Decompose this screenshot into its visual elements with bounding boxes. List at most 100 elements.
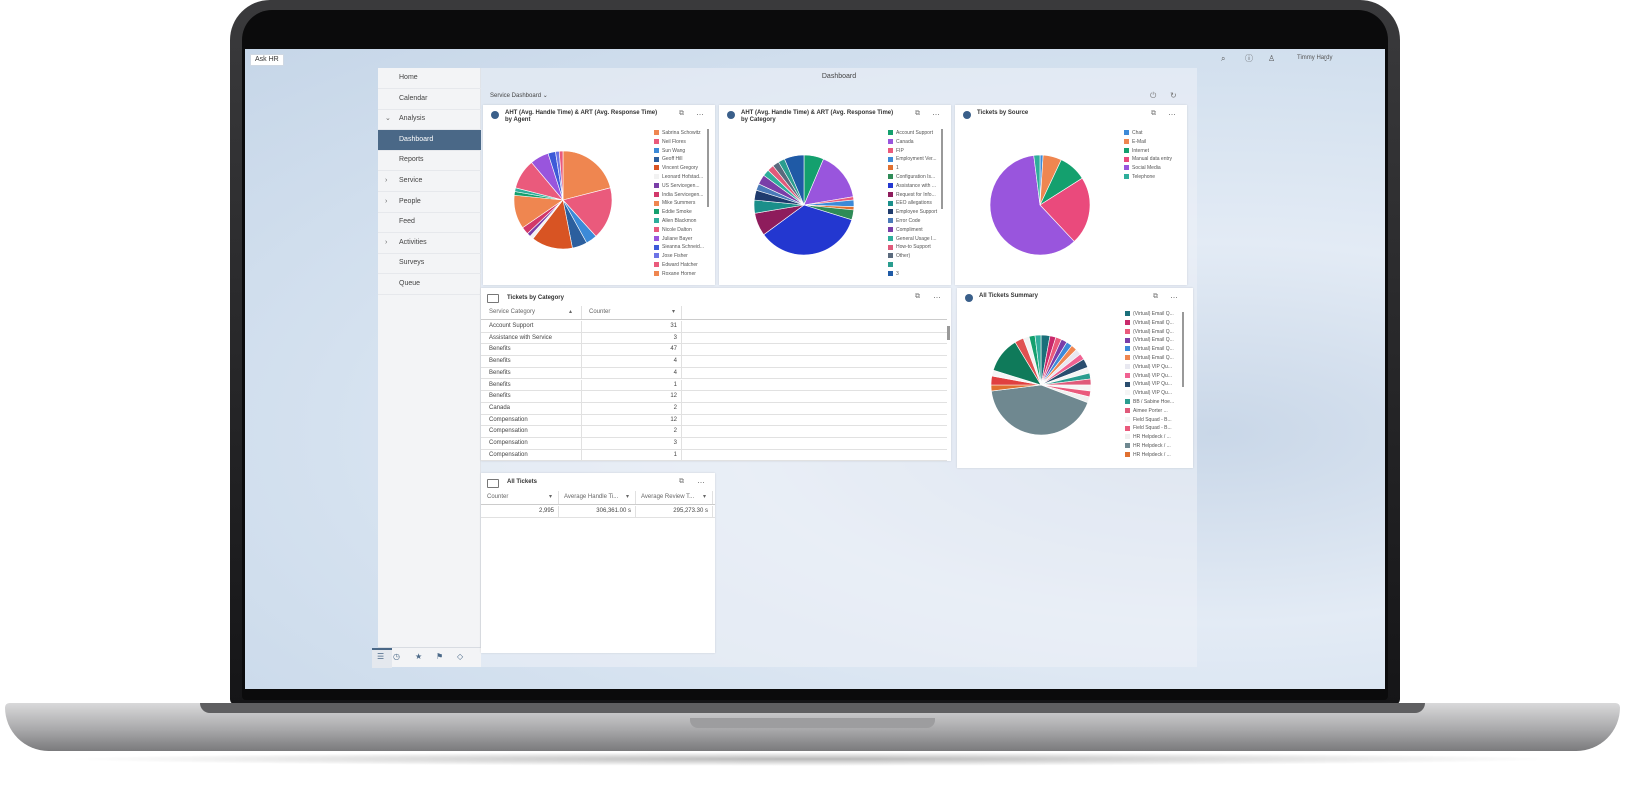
table-row[interactable]: Canada 2 bbox=[481, 402, 947, 415]
user-icon[interactable]: ♙ bbox=[1268, 54, 1276, 63]
legend-item[interactable]: Configuration Is... bbox=[888, 173, 941, 182]
legend-item[interactable]: India Servicegen... bbox=[654, 191, 707, 200]
legend-item[interactable]: Request for Info... bbox=[888, 191, 941, 200]
table-row[interactable]: Benefits 1 bbox=[481, 379, 947, 392]
app-title[interactable]: Ask HR bbox=[250, 54, 284, 66]
legend-item[interactable]: E-Mail bbox=[1124, 138, 1184, 147]
table-row[interactable]: Benefits 4 bbox=[481, 367, 947, 380]
chevron-down-icon[interactable]: ⌄ bbox=[1323, 57, 1329, 63]
chevron-down-icon[interactable]: ▾ bbox=[549, 494, 553, 500]
legend-item[interactable]: HR Helpdeck / ... bbox=[1125, 442, 1181, 451]
more-icon[interactable]: … bbox=[933, 291, 942, 300]
legend-item[interactable]: Aimee Porter ... bbox=[1125, 407, 1181, 416]
sidebar-item-dashboard[interactable]: Dashboard bbox=[378, 129, 481, 151]
pie-slice[interactable] bbox=[784, 154, 805, 206]
legend-item[interactable]: US Servicegen... bbox=[654, 182, 707, 191]
tag-icon[interactable]: ◇ bbox=[457, 652, 464, 661]
legend-item[interactable]: 1 bbox=[888, 164, 941, 173]
legend-item[interactable]: FIP bbox=[888, 147, 941, 156]
column-header-service-category[interactable]: Service Category bbox=[489, 309, 536, 315]
pie-slice[interactable] bbox=[562, 150, 611, 201]
help-icon[interactable]: ⓘ bbox=[1245, 54, 1253, 63]
legend-item[interactable]: Other) bbox=[888, 252, 941, 261]
scrollbar[interactable] bbox=[947, 326, 950, 340]
legend-item[interactable]: Mike Summers bbox=[654, 199, 707, 208]
expand-icon[interactable]: ⧉ bbox=[1153, 293, 1158, 300]
legend-item[interactable]: (Virtual) Email Q... bbox=[1125, 345, 1181, 354]
pie-slice[interactable] bbox=[562, 187, 613, 237]
legend-item[interactable]: Sieanna Schneid... bbox=[654, 243, 707, 252]
pie-slice[interactable] bbox=[558, 150, 564, 201]
table-row[interactable]: Benefits 12 bbox=[481, 391, 947, 403]
sidebar-item-feed[interactable]: Feed bbox=[378, 212, 481, 234]
legend-item[interactable]: Eddie Smoke bbox=[654, 208, 707, 217]
sidebar-item-home[interactable]: Home bbox=[378, 68, 481, 89]
legend-item[interactable]: Employment Ver... bbox=[888, 155, 941, 164]
pie-slice[interactable] bbox=[763, 204, 853, 256]
expand-icon[interactable]: ⧉ bbox=[679, 110, 684, 117]
legend-item[interactable]: Nicole Dalton bbox=[654, 226, 707, 235]
scrollbar[interactable] bbox=[941, 129, 943, 209]
legend-item[interactable]: (Virtual) VIP Qu... bbox=[1125, 363, 1181, 372]
legend-item[interactable]: Compliment bbox=[888, 226, 941, 235]
table-row[interactable]: 2,995 306,361.00 s 295,273.30 s bbox=[481, 506, 715, 518]
legend-item[interactable]: Manual data entry bbox=[1124, 155, 1184, 164]
clock-icon[interactable]: ◷ bbox=[393, 652, 400, 661]
legend-item[interactable]: Field Squad - B... bbox=[1125, 424, 1181, 433]
legend-item[interactable]: (Virtual) Email Q... bbox=[1125, 310, 1181, 319]
scrollbar[interactable] bbox=[707, 129, 709, 207]
chevron-down-icon[interactable]: ▾ bbox=[626, 494, 630, 500]
legend-item[interactable]: Leonard Hofstad... bbox=[654, 173, 707, 182]
pie-slice[interactable] bbox=[803, 158, 854, 206]
pie-slice[interactable] bbox=[991, 384, 1089, 436]
legend-item[interactable]: Field Squad - B... bbox=[1125, 416, 1181, 425]
chevron-down-icon[interactable]: ▾ bbox=[703, 494, 707, 500]
sidebar-item-queue[interactable]: Queue bbox=[378, 274, 481, 295]
legend-item[interactable]: Internet bbox=[1124, 147, 1184, 156]
column-header[interactable]: Counter bbox=[487, 494, 509, 500]
expand-icon[interactable]: ⧉ bbox=[679, 478, 684, 485]
table-row[interactable]: Account Support 31 bbox=[481, 321, 947, 333]
legend-item[interactable]: Account Support bbox=[888, 129, 941, 138]
legend-item[interactable]: Juliane Bayer bbox=[654, 235, 707, 244]
user-name[interactable]: Timmy Hardy bbox=[1297, 55, 1333, 61]
sidebar-item-activities[interactable]: › Activities bbox=[378, 233, 481, 254]
legend-item[interactable]: Geoff Hill bbox=[654, 155, 707, 164]
power-icon[interactable]: ⏻ bbox=[1150, 91, 1157, 100]
column-header[interactable]: Average Review T... bbox=[641, 494, 695, 500]
list-icon[interactable]: ☰ bbox=[377, 652, 385, 661]
table-row[interactable]: Benefits 47 bbox=[481, 344, 947, 357]
expand-icon[interactable]: ⧉ bbox=[915, 293, 920, 300]
legend-item[interactable]: Neil Flores bbox=[654, 138, 707, 147]
legend-item[interactable]: Edward Hatcher bbox=[654, 261, 707, 270]
sidebar-item-service[interactable]: › Service bbox=[378, 171, 481, 192]
sidebar-item-people[interactable]: › People bbox=[378, 192, 481, 213]
more-icon[interactable]: … bbox=[1168, 108, 1177, 117]
sidebar-item-calendar[interactable]: Calendar bbox=[378, 89, 481, 110]
legend-item[interactable]: How-to Support bbox=[888, 243, 941, 252]
legend-item[interactable]: Sabrina Schowitz bbox=[654, 129, 707, 138]
legend-item[interactable]: EEO allegations bbox=[888, 199, 941, 208]
legend-item[interactable]: (Virtual) Email Q... bbox=[1125, 319, 1181, 328]
pie-slice[interactable] bbox=[1034, 334, 1042, 386]
legend-item[interactable]: Jose Fisher bbox=[654, 252, 707, 261]
legend-item[interactable]: Chat bbox=[1124, 129, 1184, 138]
star-icon[interactable]: ★ bbox=[415, 652, 423, 661]
table-row[interactable]: Assistance with Service 3 bbox=[481, 332, 947, 345]
legend-item[interactable]: (Virtual) Email Q... bbox=[1125, 336, 1181, 345]
more-icon[interactable]: … bbox=[932, 108, 941, 117]
sidebar-item-surveys[interactable]: Surveys bbox=[378, 253, 481, 275]
more-icon[interactable]: … bbox=[696, 108, 705, 117]
scrollbar[interactable] bbox=[1182, 312, 1184, 387]
search-icon[interactable]: ⌕ bbox=[1221, 54, 1226, 63]
legend-item[interactable]: HR Helpdeck / ... bbox=[1125, 433, 1181, 442]
legend-item[interactable]: General Usage I... bbox=[888, 235, 941, 244]
pie-slice[interactable] bbox=[1033, 154, 1041, 206]
legend-item[interactable] bbox=[888, 261, 941, 270]
legend-item[interactable]: (Virtual) Email Q... bbox=[1125, 354, 1181, 363]
expand-icon[interactable]: ⧉ bbox=[1151, 110, 1156, 117]
sidebar-item-reports[interactable]: Reports bbox=[378, 150, 481, 172]
column-header-counter[interactable]: Counter bbox=[589, 309, 611, 315]
table-row[interactable]: Benefits 4 bbox=[481, 356, 947, 368]
legend-item[interactable]: HR Helpdeck / ... bbox=[1125, 451, 1181, 460]
